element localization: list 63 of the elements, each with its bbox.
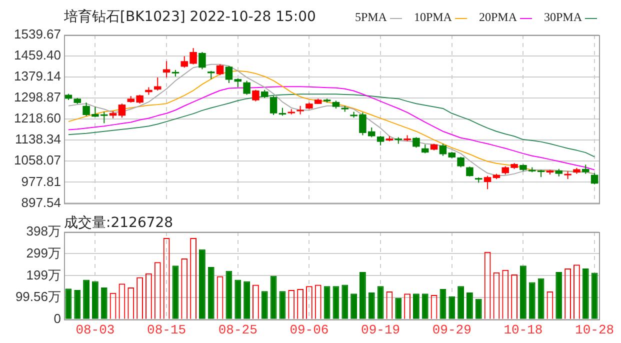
y-tick-label: 897.54 [21, 194, 61, 210]
x-tick-label: 10-28 [575, 322, 614, 338]
bar [582, 268, 589, 319]
bar [395, 298, 402, 319]
x-tick-label: 08-15 [147, 322, 186, 338]
bar [528, 282, 536, 319]
bar [368, 292, 375, 319]
legend-label: 30PMA [544, 10, 583, 25]
bar [520, 266, 526, 319]
x-tick-label: 10-18 [504, 322, 543, 338]
bar [208, 267, 214, 319]
bar [74, 290, 81, 319]
bar [475, 298, 482, 319]
bar [350, 294, 357, 319]
y-tick-label: 977.81 [21, 174, 61, 189]
bar [83, 280, 90, 319]
bar [538, 278, 544, 319]
bar [65, 288, 72, 319]
bar [422, 294, 428, 319]
x-tick-label: 09-29 [432, 322, 472, 338]
bar [279, 291, 286, 319]
y-tick-label: 1298.87 [14, 90, 61, 105]
chart-title: 培育钻石[BK1023] 2022-10-28 15:00 [64, 8, 316, 26]
bar [360, 272, 366, 319]
bar [448, 296, 456, 319]
bar [234, 280, 242, 319]
y-tick-label: 1379.14 [14, 68, 61, 84]
bar [92, 281, 98, 319]
bar [261, 291, 268, 319]
legend-label: 20PMA [478, 10, 518, 25]
bar [591, 272, 598, 319]
bar [466, 292, 473, 319]
y-tick-label: 1459.40 [14, 48, 61, 63]
bar [100, 288, 108, 319]
bar [342, 284, 348, 319]
bar [458, 286, 464, 319]
y-tick-label: 99.56万 [15, 289, 61, 304]
bar [440, 288, 446, 319]
bar [226, 270, 232, 319]
bar [556, 272, 562, 319]
y-tick-label: 199万 [26, 267, 61, 282]
x-tick-label: 08-25 [218, 322, 258, 338]
chart-title: 成交量:2126728 [64, 214, 174, 232]
y-tick-label: 299万 [26, 245, 61, 260]
y-tick-label: 398万 [26, 224, 61, 239]
y-tick-label: 1138.34 [14, 132, 61, 147]
bar [172, 266, 179, 319]
x-tick-label: 08-03 [76, 322, 115, 338]
legend-label: 10PMA [414, 10, 453, 25]
bar [377, 286, 384, 319]
bar [244, 281, 250, 319]
y-tick-label: 1218.60 [14, 110, 61, 126]
bar [270, 276, 277, 319]
bar [199, 249, 206, 319]
bar [332, 286, 340, 319]
x-tick-label: 09-19 [361, 322, 400, 338]
legend-label: 5PMA [354, 10, 388, 25]
bar [324, 286, 330, 319]
y-tick-label: 0 [54, 310, 61, 326]
y-tick-label: 1539.67 [14, 26, 61, 42]
x-tick-label: 09-06 [290, 322, 329, 338]
bar [413, 294, 420, 319]
y-tick-label: 1058.07 [14, 152, 61, 168]
